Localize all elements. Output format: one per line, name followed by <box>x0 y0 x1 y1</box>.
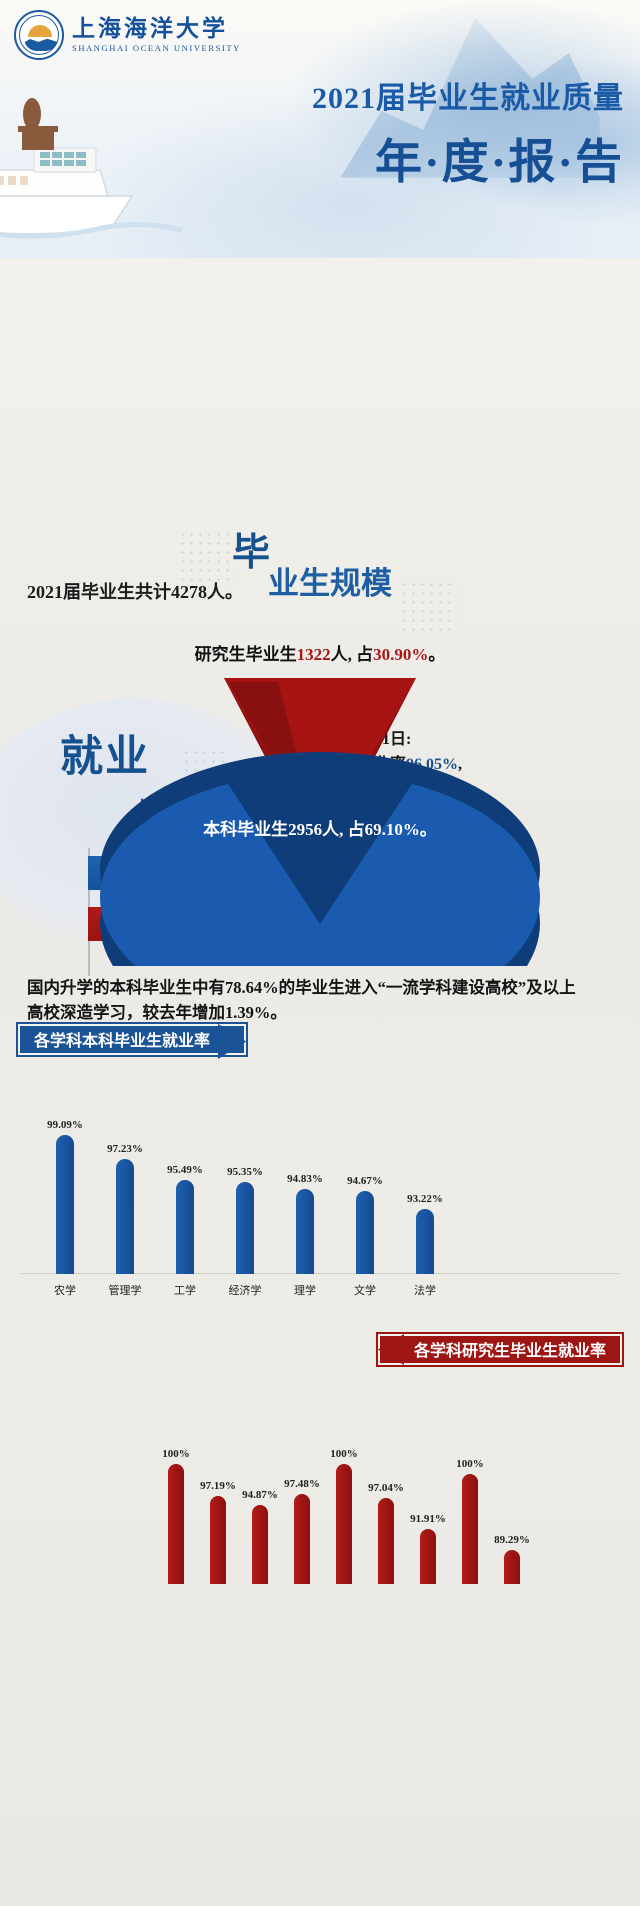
cruise-ship-illustration <box>0 98 183 239</box>
column-bar: 95.49% 工学 <box>167 1164 203 1297</box>
column-value-label: 100% <box>162 1448 190 1460</box>
pie-label-graduate-prefix: 研究生毕业生 <box>194 645 297 664</box>
column-category-label: 文学 <box>354 1285 376 1297</box>
university-name-en: SHANGHAI OCEAN UNIVERSITY <box>72 43 241 54</box>
report-title-line2: 年·度·报·告 <box>374 137 624 189</box>
column-category-label: 工学 <box>174 1285 196 1297</box>
graduate-discipline-chart-section: 各学科研究生毕业生就业率 100% 97.19% 94.87% 97.48% 100% 9… <box>0 1328 640 1618</box>
column-category-label: 理学 <box>294 1285 316 1297</box>
undergraduate-discipline-chart-section: 各学科本科毕业生就业率 99.09% 农学 97.23% 管理学 95.49% 工学 95.… <box>0 1018 640 1328</box>
ug-chart-baseline <box>20 1273 620 1274</box>
column-bar: 100% <box>330 1448 358 1584</box>
report-title-line1: 2021届毕业生就业质量 <box>312 82 624 115</box>
column-bar: 97.19% <box>200 1480 236 1584</box>
column-bar: 94.67% 文学 <box>347 1175 383 1297</box>
pie-label-graduate: 研究生毕业生1322人, 占30.90%。 <box>0 640 640 665</box>
column-value-label: 94.83% <box>287 1172 323 1185</box>
column-value-label: 95.35% <box>227 1166 263 1179</box>
column-value-label: 97.48% <box>284 1478 320 1491</box>
ug-chart-title-ribbon: 各学科本科毕业生就业率 <box>15 1022 249 1057</box>
employment-heading-main: 就业 <box>60 734 150 781</box>
column-value-label: 93.22% <box>407 1192 443 1205</box>
pie-label-undergraduate: 本科毕业生2956人, 占69.10%。 <box>203 820 437 839</box>
column-bar: 95.35% 经济学 <box>227 1166 263 1297</box>
column-value-label: 89.29% <box>494 1533 530 1546</box>
column-value-label: 97.04% <box>368 1481 404 1494</box>
column-value-label: 100% <box>456 1458 484 1470</box>
column-value-label: 97.23% <box>107 1142 143 1155</box>
further-study-note: 国内升学的本科毕业生中有78.64%的毕业生进入“一流学科建设高校”及以上高校深… <box>27 978 576 1022</box>
column-value-label: 99.09% <box>47 1119 83 1132</box>
university-logo-row: 上海海洋大学 SHANGHAI OCEAN UNIVERSITY <box>14 10 241 60</box>
column-value-label: 100% <box>330 1448 358 1460</box>
column-bar: 91.91% <box>410 1513 446 1584</box>
column-category-label: 经济学 <box>228 1285 262 1297</box>
column-category-label: 法学 <box>414 1285 436 1297</box>
column-bar: 97.23% 管理学 <box>107 1143 143 1297</box>
dot-pattern-left <box>178 530 236 588</box>
pg-column-chart: 100% 97.19% 94.87% 97.48% 100% 97.04% 91.91% 10… <box>0 1374 640 1624</box>
column-value-label: 97.19% <box>200 1480 236 1493</box>
column-value-label: 95.49% <box>167 1164 203 1177</box>
column-bar: 94.83% 理学 <box>287 1173 323 1297</box>
university-crest-icon <box>14 10 64 60</box>
column-category-label: 农学 <box>54 1285 76 1297</box>
university-name-cn: 上海海洋大学 <box>72 16 228 42</box>
ug-column-chart: 99.09% 农学 97.23% 管理学 95.49% 工学 95.35% 经济学 94.83%… <box>0 1064 640 1314</box>
graduate-composition-pie-chart <box>100 678 540 966</box>
column-bar: 97.04% <box>368 1482 404 1584</box>
pie-label-graduate-mid: 人, 占 <box>330 645 374 664</box>
pie-label-graduate-pct: 30.90% <box>373 645 429 664</box>
graduate-scale-section: 毕 业生规模 2021届毕业生共计4278人。 研究生毕业生1322人, 占30… <box>0 258 640 966</box>
pie-label-graduate-count: 1322 <box>296 645 331 664</box>
column-bar: 89.29% <box>494 1534 530 1584</box>
university-name-block: 上海海洋大学 SHANGHAI OCEAN UNIVERSITY <box>72 17 241 53</box>
scale-section-heading: 毕 业生规模 <box>232 534 392 601</box>
report-title: 2021届毕业生就业质量 年·度·报·告 <box>312 82 624 192</box>
pg-chart-title-ribbon: 各学科研究生毕业生就业率 <box>375 1332 625 1367</box>
column-bar: 97.48% <box>284 1478 320 1584</box>
header-banner: 上海海洋大学 SHANGHAI OCEAN UNIVERSITY 2021 <box>0 0 640 258</box>
column-value-label: 94.67% <box>347 1174 383 1187</box>
column-bar: 100% <box>162 1448 190 1584</box>
column-value-label: 94.87% <box>242 1489 278 1502</box>
column-bar: 93.22% 法学 <box>407 1193 443 1297</box>
column-value-label: 91.91% <box>410 1512 446 1525</box>
column-bar: 99.09% 农学 <box>47 1119 83 1297</box>
total-graduates-text: 2021届毕业生共计4278人。 <box>27 582 243 602</box>
pie-label-graduate-suffix: 。 <box>428 645 446 664</box>
dot-pattern-right <box>400 580 458 638</box>
column-bar: 100% <box>456 1458 484 1584</box>
pie-slice-undergraduate <box>100 752 540 966</box>
column-category-label: 管理学 <box>108 1285 142 1297</box>
scale-heading-rest: 业生规模 <box>268 566 392 601</box>
scale-heading-big: 毕 <box>232 532 271 574</box>
column-bar: 94.87% <box>242 1489 278 1584</box>
stat-overall-punct: , <box>458 755 463 773</box>
